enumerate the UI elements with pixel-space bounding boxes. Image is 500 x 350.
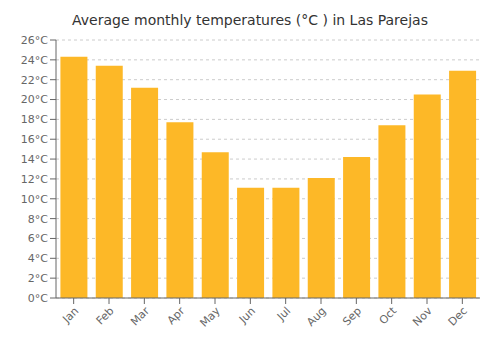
svg-text:0°C: 0°C (28, 292, 48, 305)
svg-text:12°C: 12°C (21, 173, 48, 186)
svg-text:Jan: Jan (59, 304, 81, 326)
svg-text:Sep: Sep (340, 304, 364, 328)
svg-text:26°C: 26°C (21, 34, 48, 47)
svg-text:Jul: Jul (274, 304, 293, 323)
svg-text:16°C: 16°C (21, 133, 48, 146)
svg-text:18°C: 18°C (21, 113, 48, 126)
svg-text:24°C: 24°C (21, 54, 48, 67)
svg-text:Jun: Jun (236, 304, 258, 326)
svg-text:Oct: Oct (377, 304, 400, 327)
svg-text:Mar: Mar (128, 304, 152, 328)
svg-text:8°C: 8°C (28, 213, 48, 226)
svg-text:Dec: Dec (446, 304, 470, 328)
svg-text:Nov: Nov (410, 304, 435, 329)
svg-text:4°C: 4°C (28, 252, 48, 265)
svg-text:6°C: 6°C (28, 232, 48, 245)
svg-text:May: May (197, 304, 223, 330)
svg-text:Feb: Feb (94, 304, 117, 327)
svg-text:22°C: 22°C (21, 74, 48, 87)
svg-text:10°C: 10°C (21, 193, 48, 206)
svg-text:Aug: Aug (304, 304, 328, 328)
html-text:Average monthly temperatures (: Average monthly temperatures (°C ) in La… (72, 12, 428, 28)
svg-text:20°C: 20°C (21, 93, 48, 106)
svg-text:Apr: Apr (165, 304, 188, 327)
svg-text:14°C: 14°C (21, 153, 48, 166)
svg-text:2°C: 2°C (28, 272, 48, 285)
